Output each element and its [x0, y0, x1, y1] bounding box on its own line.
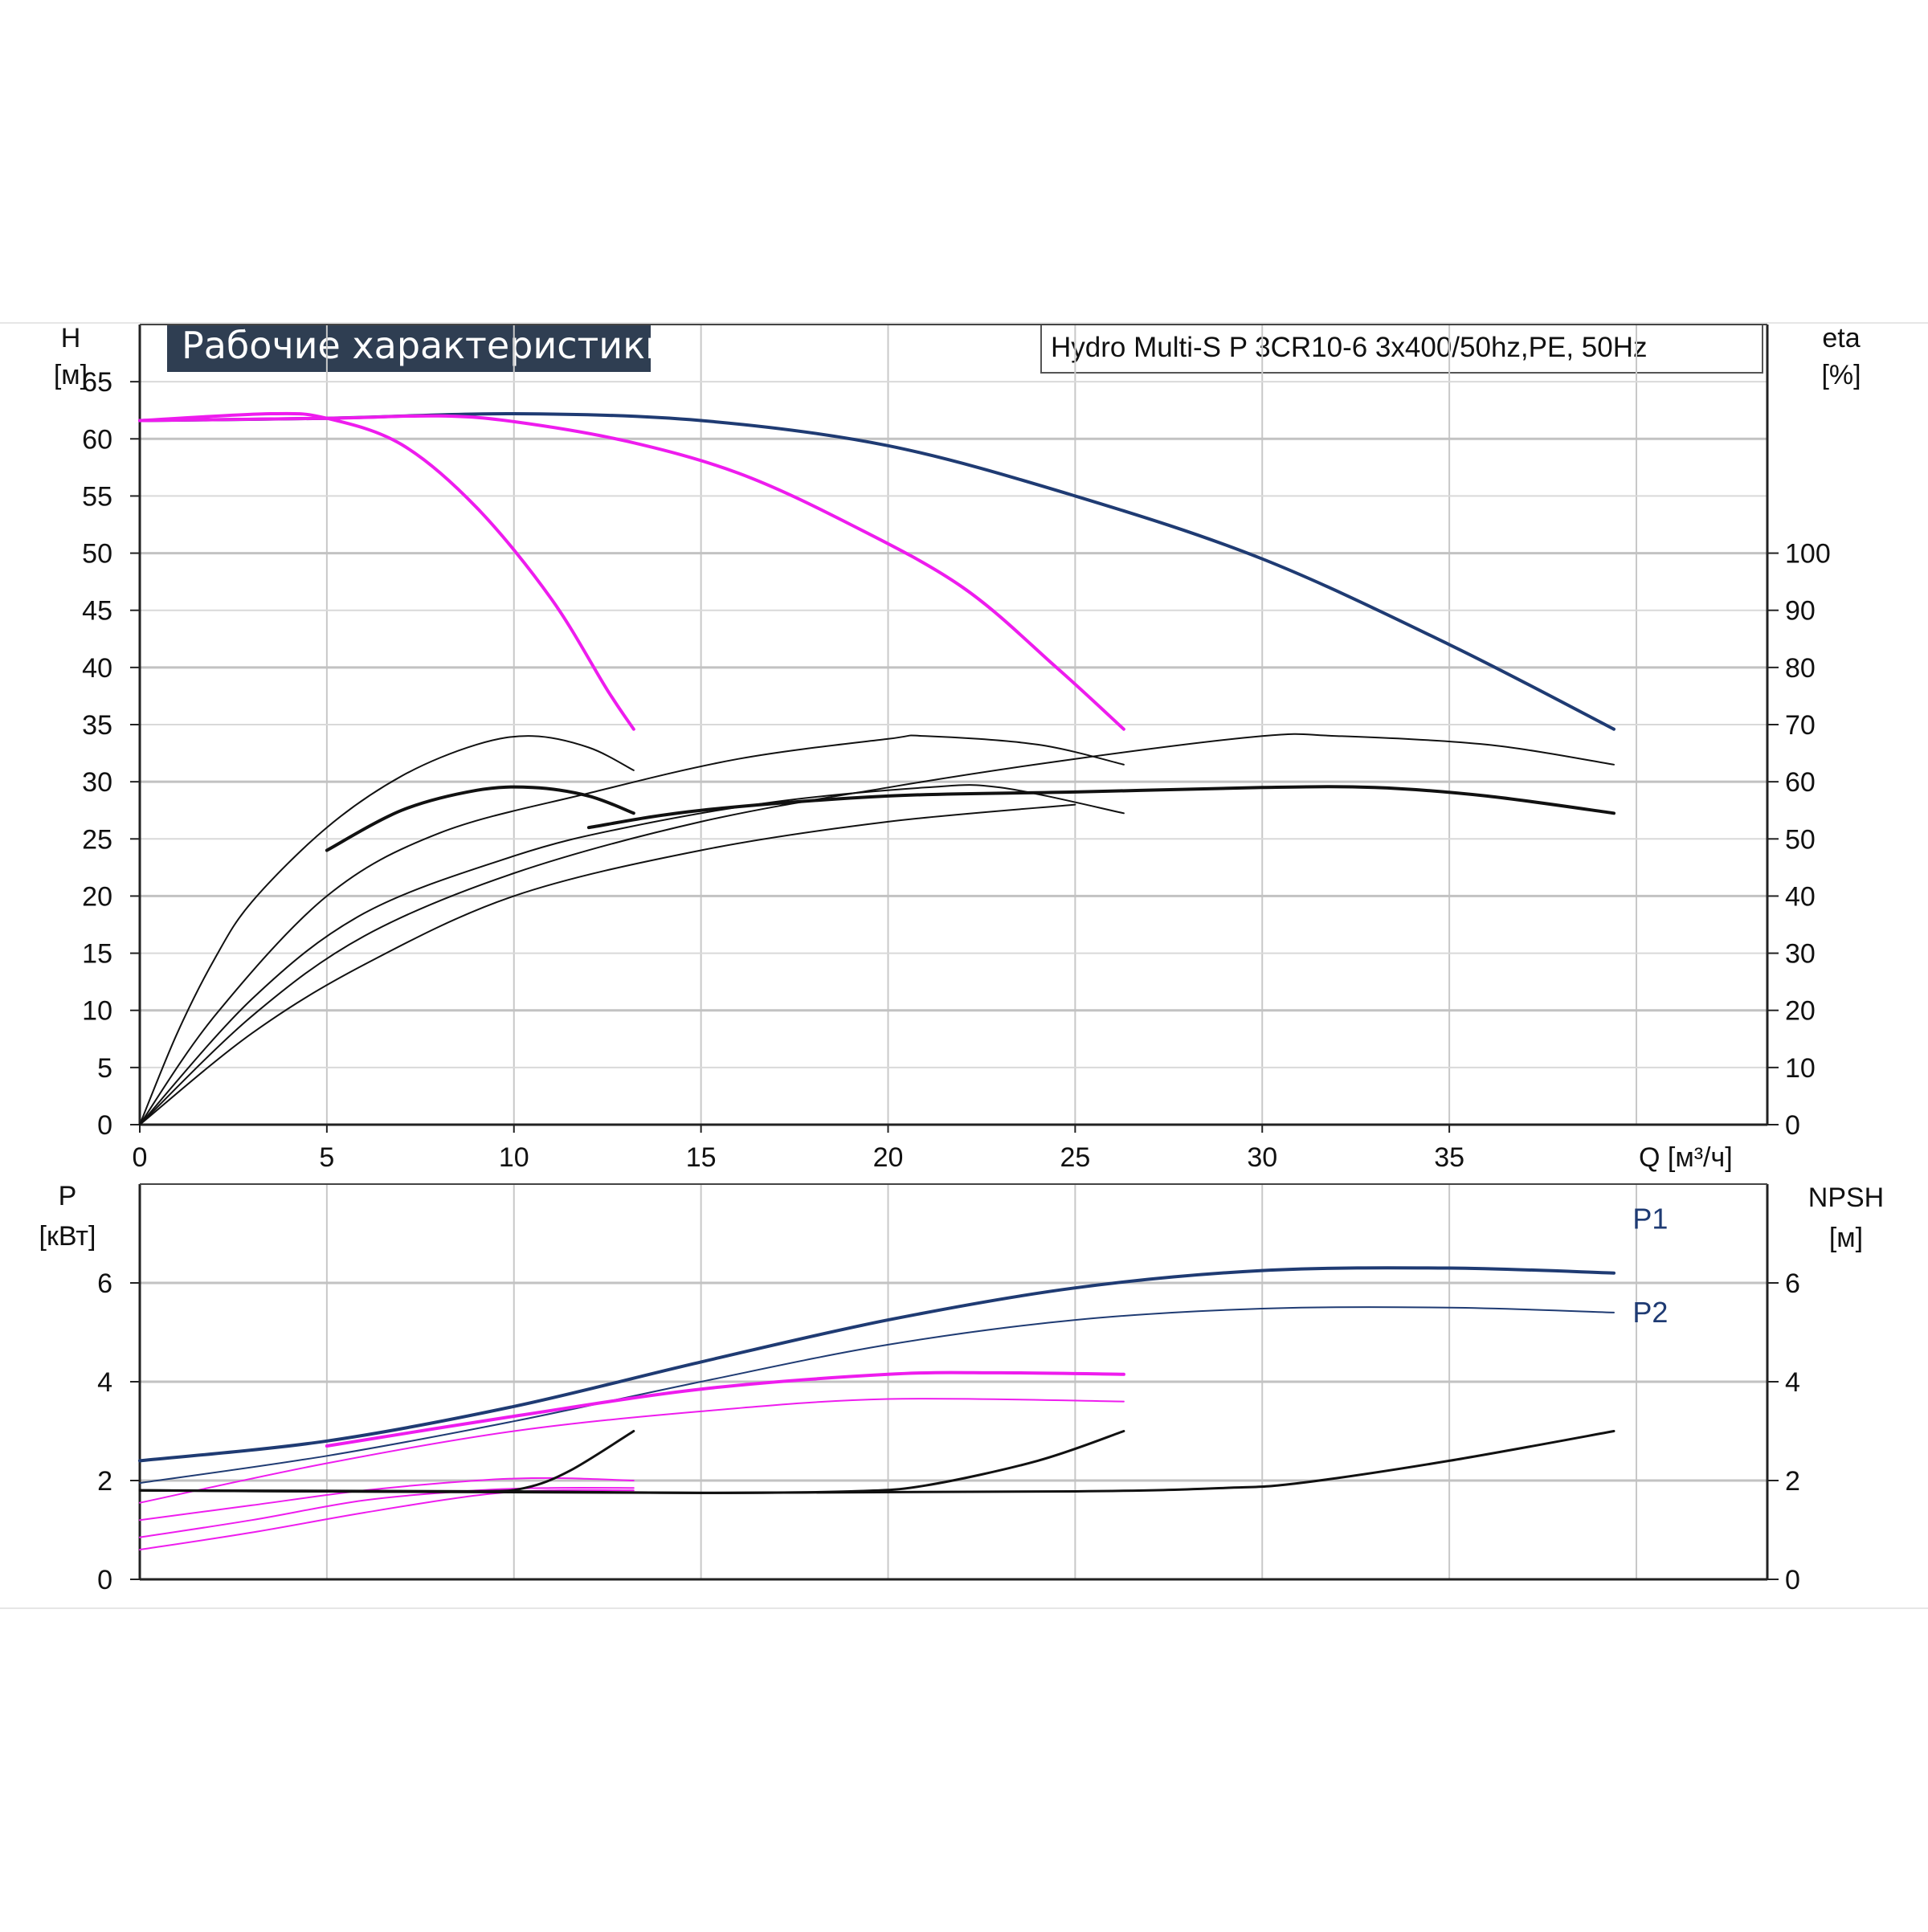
head-series-line-5: [325, 785, 635, 852]
head-y2-tick-label: 20: [1785, 996, 1816, 1027]
head-series-line-7: [139, 784, 1125, 1125]
head-y2-tick-label: 70: [1785, 710, 1816, 741]
power-y-tick-label: 2: [97, 1466, 112, 1497]
power-series-line-8: [138, 1430, 635, 1493]
head-y-tick-label: 25: [82, 824, 112, 855]
power-series-line-4: [139, 1398, 1125, 1504]
head-x-tick-label: 5: [319, 1142, 334, 1173]
head-y-tick-label: 40: [82, 653, 112, 684]
head-series-line-6: [139, 734, 1125, 1125]
head-series-line-1: [138, 411, 1616, 731]
head-y-tick-label: 0: [97, 1110, 112, 1141]
eta-axis-title: eta: [1822, 323, 1860, 353]
head-y2-tick-label: 0: [1785, 1110, 1800, 1141]
power-series-line-2: [139, 1306, 1615, 1485]
head-y2-tick-label: 50: [1785, 824, 1816, 855]
power-axis-title: P: [59, 1181, 77, 1211]
power-plot: 0 2 4 6 0 2 4 6 P1 P2: [97, 1183, 1800, 1595]
head-axis-unit: [м]: [54, 360, 88, 390]
head-y-tick-label: 55: [82, 481, 112, 512]
head-y-tick-label: 50: [82, 539, 112, 570]
head-x-tick-label: 20: [873, 1142, 904, 1173]
head-y-tick-label: 35: [82, 710, 112, 741]
head-x-tick-label: 30: [1247, 1142, 1277, 1173]
chart-title-box: Рабочие характеристики: [167, 324, 669, 372]
power-series-label-p2: P2: [1632, 1296, 1668, 1329]
power-y2-tick-label: 0: [1785, 1565, 1800, 1595]
chart-title-background: [167, 324, 651, 372]
head-x-tick-label: 15: [686, 1142, 717, 1173]
flow-axis-title: Q [м³/ч]: [1639, 1142, 1733, 1173]
head-y-tick-label: 60: [82, 424, 112, 455]
head-y2-tick-label: 60: [1785, 767, 1816, 798]
power-y2-tick-label: 6: [1785, 1268, 1800, 1299]
power-series-label-p1: P1: [1632, 1202, 1668, 1235]
head-axis-title: H: [61, 323, 81, 353]
head-plot: 0510152025303540455055606501020304050607…: [82, 324, 1831, 1173]
power-series-line-1: [138, 1266, 1616, 1463]
head-series-line-9: [586, 785, 1616, 830]
npsh-axis-unit: [м]: [1829, 1223, 1863, 1253]
power-series-line-3: [325, 1370, 1125, 1448]
power-axis-unit: [кВт]: [39, 1221, 96, 1252]
chart-title: Рабочие характеристики: [182, 324, 669, 367]
power-series-line-10: [138, 1430, 1616, 1494]
power-y2-tick-label: 4: [1785, 1367, 1800, 1398]
head-x-tick-label: 35: [1434, 1142, 1464, 1173]
power-series-line-5: [139, 1477, 635, 1522]
power-y-tick-label: 0: [97, 1565, 112, 1595]
power-y2-tick-label: 2: [1785, 1466, 1800, 1497]
head-y-tick-label: 15: [82, 939, 112, 970]
head-y2-tick-label: 80: [1785, 653, 1816, 684]
head-series-line-4: [139, 735, 635, 1125]
power-y-tick-label: 6: [97, 1268, 112, 1299]
power-series-line-7: [139, 1489, 635, 1551]
head-series-line-3: [138, 414, 1125, 731]
head-y-tick-label: 65: [82, 367, 112, 398]
model-label: Hydro Multi-S P 3CR10-6 3x400/50hz,PE, 5…: [1051, 332, 1648, 363]
head-y-tick-label: 45: [82, 596, 112, 627]
head-y-tick-label: 10: [82, 996, 112, 1027]
head-y2-tick-label: 30: [1785, 939, 1816, 970]
head-x-tick-label: 10: [499, 1142, 529, 1173]
eta-axis-unit: [%]: [1821, 360, 1861, 390]
head-y2-tick-label: 40: [1785, 881, 1816, 912]
head-x-tick-label: 0: [133, 1142, 148, 1173]
power-series-line-6: [139, 1486, 635, 1538]
head-y2-tick-label: 90: [1785, 596, 1816, 627]
head-series-line-10: [139, 803, 1076, 1125]
head-series-line-8: [139, 733, 1615, 1125]
head-y-tick-label: 30: [82, 767, 112, 798]
head-y-tick-label: 5: [97, 1053, 112, 1084]
head-y2-tick-label: 10: [1785, 1053, 1816, 1084]
head-x-tick-label: 25: [1060, 1142, 1090, 1173]
head-y2-tick-label: 100: [1785, 539, 1831, 570]
head-series-line-2: [138, 411, 635, 731]
power-y-tick-label: 4: [97, 1367, 112, 1398]
model-label-box: Hydro Multi-S P 3CR10-6 3x400/50hz,PE, 5…: [1040, 324, 1763, 374]
head-y-tick-label: 20: [82, 881, 112, 912]
npsh-axis-title: NPSH: [1808, 1182, 1884, 1213]
model-label-background: [1040, 324, 1763, 374]
